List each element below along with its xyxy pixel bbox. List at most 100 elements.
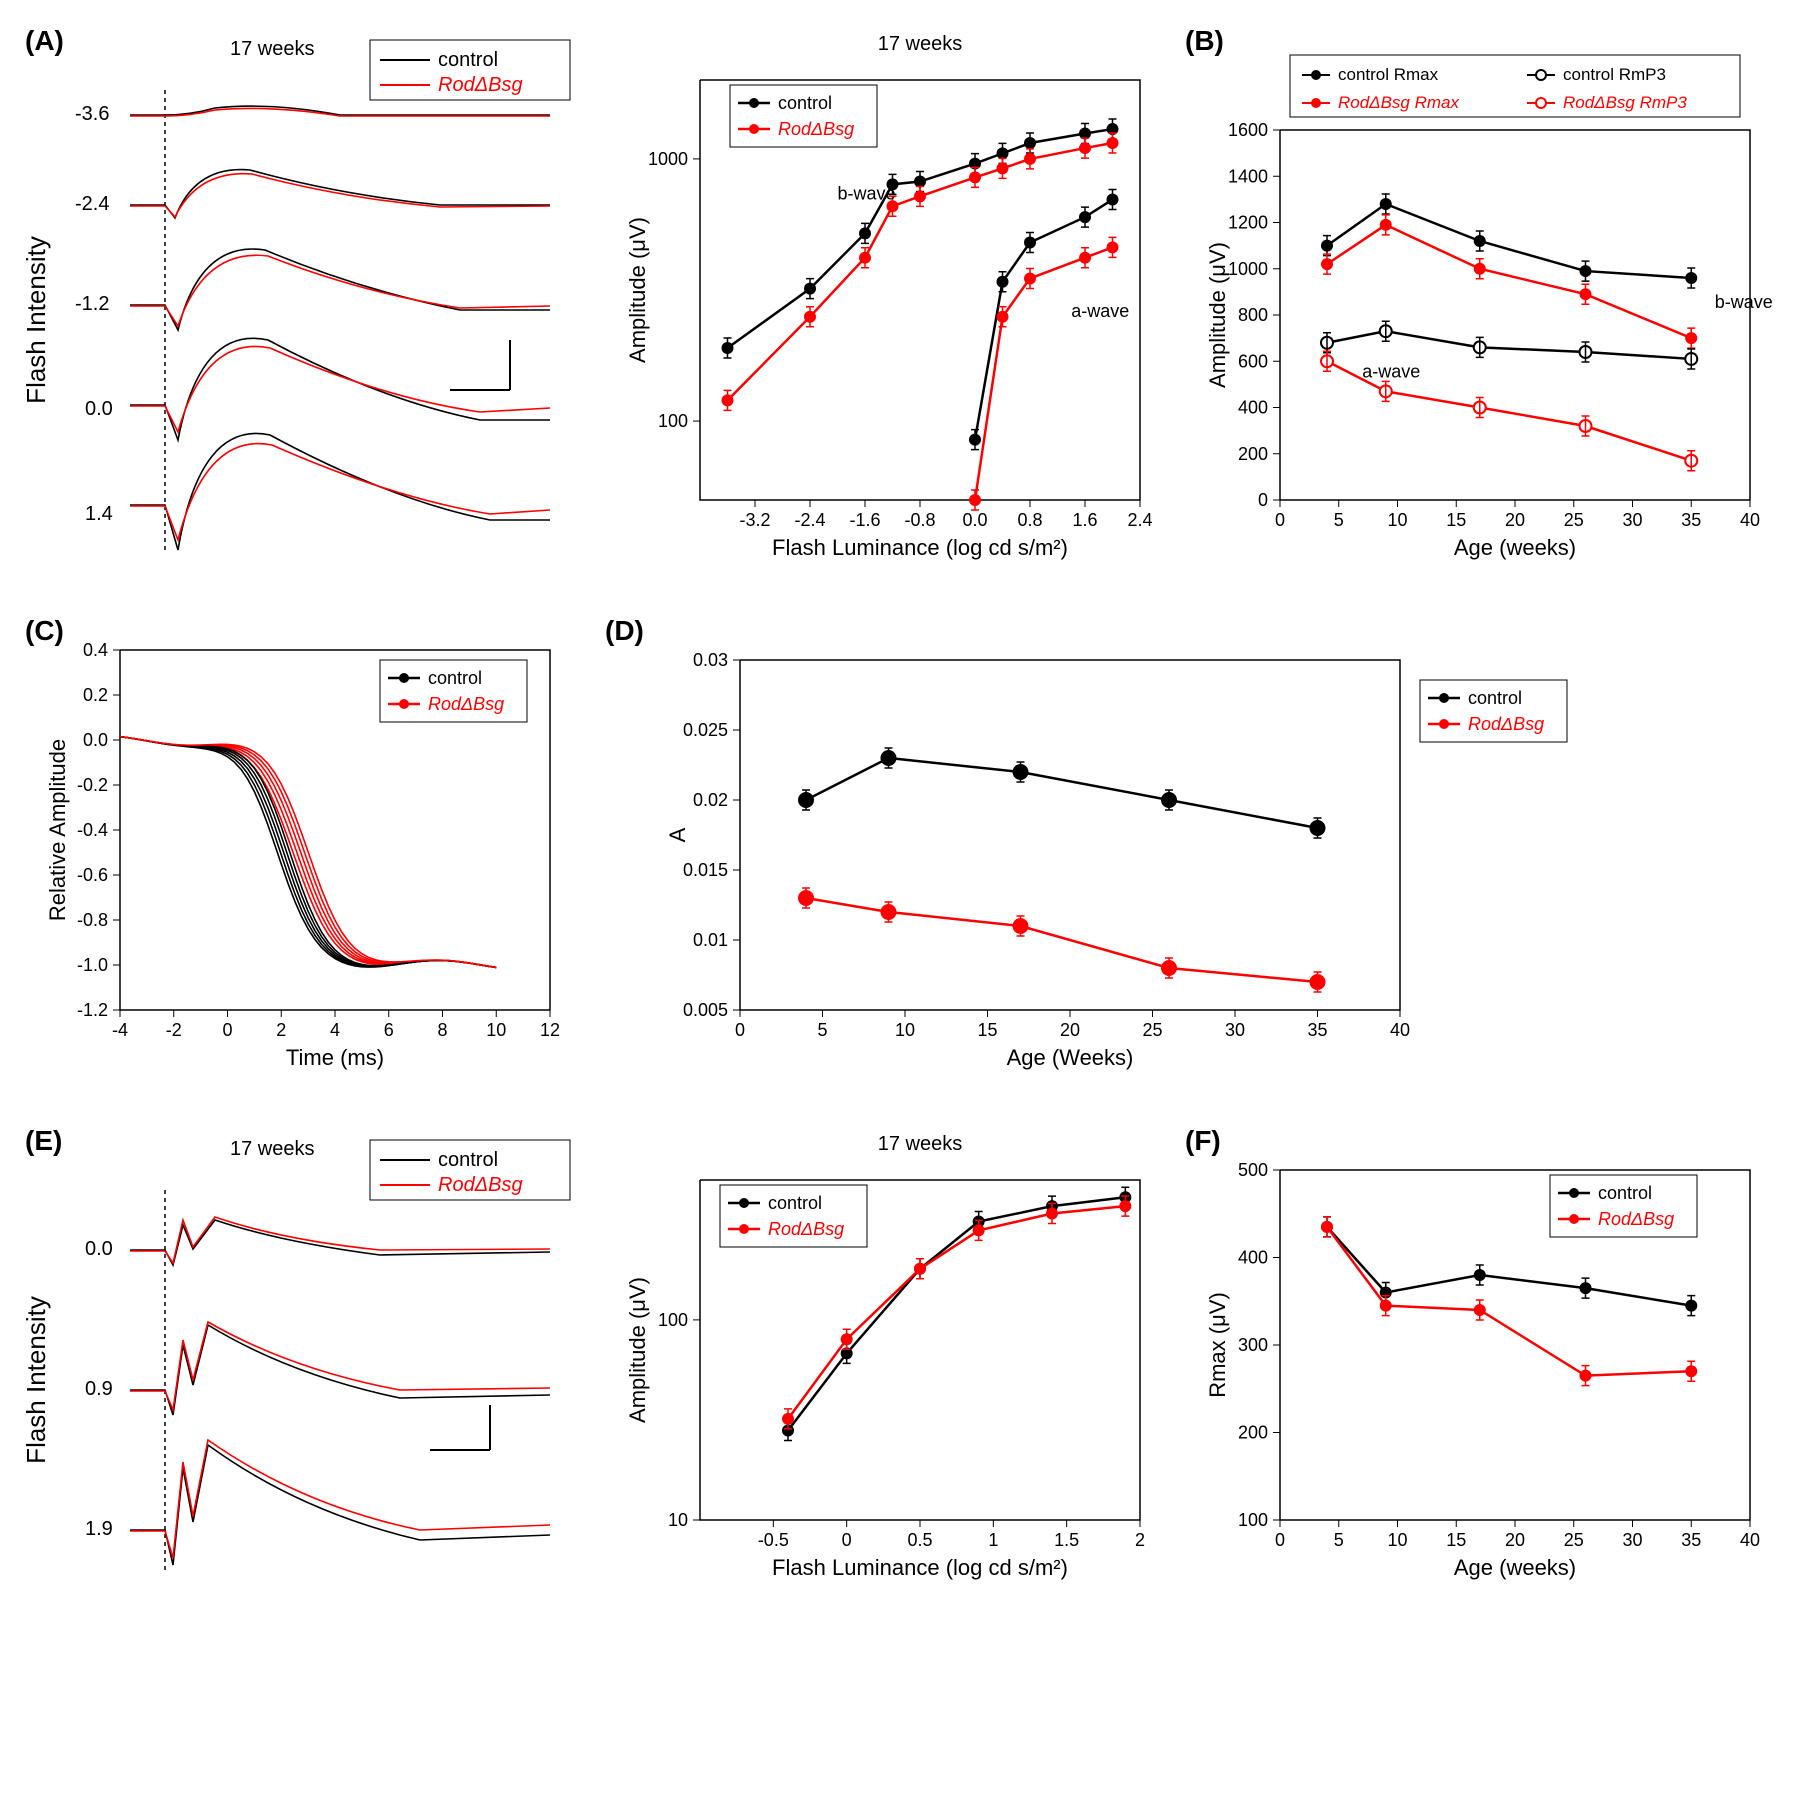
svg-text:0.5: 0.5 (907, 1530, 932, 1550)
svg-text:-2.4: -2.4 (794, 510, 825, 530)
flash-intensity-label: Flash Intensity (21, 236, 51, 404)
svg-text:control RmP3: control RmP3 (1563, 65, 1666, 84)
svg-text:-1.6: -1.6 (849, 510, 880, 530)
svg-text:0.02: 0.02 (693, 790, 728, 810)
svg-text:0.005: 0.005 (683, 1000, 728, 1020)
svg-text:-0.4: -0.4 (77, 820, 108, 840)
svg-text:0: 0 (842, 1530, 852, 1550)
svg-text:12: 12 (540, 1020, 560, 1040)
svg-text:1000: 1000 (648, 149, 688, 169)
panel-label-e: (E) (25, 1125, 62, 1157)
svg-text:6: 6 (384, 1020, 394, 1040)
svg-text:0: 0 (1275, 510, 1285, 530)
svg-text:5: 5 (1334, 510, 1344, 530)
svg-text:control Rmax: control Rmax (1338, 65, 1439, 84)
svg-text:A: A (665, 827, 690, 842)
svg-text:RodΔBsg: RodΔBsg (428, 694, 504, 714)
panel-e-title: 17 weeks (230, 1138, 315, 1160)
svg-text:25: 25 (1142, 1020, 1162, 1040)
svg-text:10: 10 (668, 1510, 688, 1530)
svg-text:20: 20 (1505, 1530, 1525, 1550)
panel-a-amplitude: -3.2-2.4-1.6-0.80.00.81.62.41001000Flash… (600, 20, 1160, 580)
svg-text:-3.6: -3.6 (75, 103, 109, 125)
panel-b: (B) 051015202530354002004006008001000120… (1180, 20, 1780, 580)
svg-text:20: 20 (1060, 1020, 1080, 1040)
svg-text:0.0: 0.0 (85, 1238, 113, 1260)
svg-text:control: control (778, 93, 832, 113)
svg-text:0.015: 0.015 (683, 860, 728, 880)
svg-text:0.8: 0.8 (1017, 510, 1042, 530)
svg-text:10: 10 (486, 1020, 506, 1040)
svg-text:0.0: 0.0 (83, 730, 108, 750)
svg-text:200: 200 (1238, 1423, 1268, 1443)
svg-text:20: 20 (1505, 510, 1525, 530)
svg-text:0: 0 (1275, 1530, 1285, 1550)
svg-text:600: 600 (1238, 351, 1268, 371)
svg-text:17 weeks: 17 weeks (878, 33, 963, 55)
svg-text:0.025: 0.025 (683, 720, 728, 740)
svg-text:0.9: 0.9 (85, 1378, 113, 1400)
svg-text:1.4: 1.4 (85, 503, 113, 525)
svg-text:b-wave: b-wave (1715, 292, 1773, 312)
svg-text:1200: 1200 (1228, 213, 1268, 233)
svg-text:control: control (438, 1149, 498, 1171)
svg-text:200: 200 (1238, 444, 1268, 464)
svg-text:500: 500 (1238, 1160, 1268, 1180)
scale-bar (450, 340, 510, 390)
svg-text:1400: 1400 (1228, 166, 1268, 186)
svg-text:1600: 1600 (1228, 120, 1268, 140)
svg-text:control: control (428, 668, 482, 688)
svg-text:40: 40 (1390, 1020, 1410, 1040)
svg-text:control: control (768, 1193, 822, 1213)
svg-text:Time (ms): Time (ms) (286, 1045, 384, 1070)
svg-text:-1.2: -1.2 (77, 1000, 108, 1020)
svg-text:35: 35 (1681, 510, 1701, 530)
svg-text:40: 40 (1740, 510, 1760, 530)
svg-text:5: 5 (817, 1020, 827, 1040)
erg-traces: -3.6 -2.4 -1.2 0.0 1.4 (75, 103, 550, 550)
svg-text:800: 800 (1238, 305, 1268, 325)
panel-d: (D) 05101520253035400.0050.010.0150.020.… (600, 610, 1780, 1090)
svg-text:30: 30 (1622, 510, 1642, 530)
svg-text:0.0: 0.0 (85, 398, 113, 420)
svg-text:Age (weeks): Age (weeks) (1454, 1555, 1576, 1580)
svg-text:400: 400 (1238, 1248, 1268, 1268)
svg-text:25: 25 (1564, 1530, 1584, 1550)
svg-text:0: 0 (735, 1020, 745, 1040)
svg-text:100: 100 (1238, 1510, 1268, 1530)
svg-text:RodΔBsg: RodΔBsg (778, 119, 854, 139)
svg-text:b-wave: b-wave (838, 184, 896, 204)
svg-text:8: 8 (437, 1020, 447, 1040)
svg-text:-1.0: -1.0 (77, 955, 108, 975)
svg-text:-3.2: -3.2 (739, 510, 770, 530)
svg-text:30: 30 (1225, 1020, 1245, 1040)
svg-text:4: 4 (330, 1020, 340, 1040)
svg-text:RodΔBsg: RodΔBsg (768, 1219, 844, 1239)
svg-text:0: 0 (222, 1020, 232, 1040)
svg-text:-0.8: -0.8 (77, 910, 108, 930)
svg-text:control: control (1468, 688, 1522, 708)
svg-text:400: 400 (1238, 398, 1268, 418)
panel-label-b: (B) (1185, 25, 1224, 57)
svg-text:RodΔBsg: RodΔBsg (1598, 1209, 1674, 1229)
svg-text:1.5: 1.5 (1054, 1530, 1079, 1550)
svg-text:RodΔBsg RmP3: RodΔBsg RmP3 (1563, 93, 1687, 112)
svg-text:Amplitude (μV): Amplitude (μV) (625, 217, 650, 363)
panel-e-traces: (E) 17 weeks control RodΔBsg Flash Inten… (20, 1120, 580, 1600)
svg-text:17 weeks: 17 weeks (878, 1133, 963, 1155)
svg-text:Age (Weeks): Age (Weeks) (1007, 1045, 1134, 1070)
svg-text:10: 10 (1387, 1530, 1407, 1550)
svg-text:0.03: 0.03 (693, 650, 728, 670)
svg-text:1: 1 (988, 1530, 998, 1550)
svg-text:1.9: 1.9 (85, 1518, 113, 1540)
svg-text:0.01: 0.01 (693, 930, 728, 950)
svg-text:RodΔBsg: RodΔBsg (1468, 714, 1544, 734)
svg-text:-1.2: -1.2 (75, 293, 109, 315)
svg-text:0.4: 0.4 (83, 640, 108, 660)
svg-text:30: 30 (1622, 1530, 1642, 1550)
panel-e-amplitude: -0.500.511.5210100Flash Luminance (log c… (600, 1120, 1160, 1600)
svg-text:-4: -4 (112, 1020, 128, 1040)
svg-text:Flash Luminance (log cd s/m²): Flash Luminance (log cd s/m²) (772, 535, 1068, 560)
svg-text:10: 10 (1387, 510, 1407, 530)
svg-text:0: 0 (1258, 490, 1268, 510)
